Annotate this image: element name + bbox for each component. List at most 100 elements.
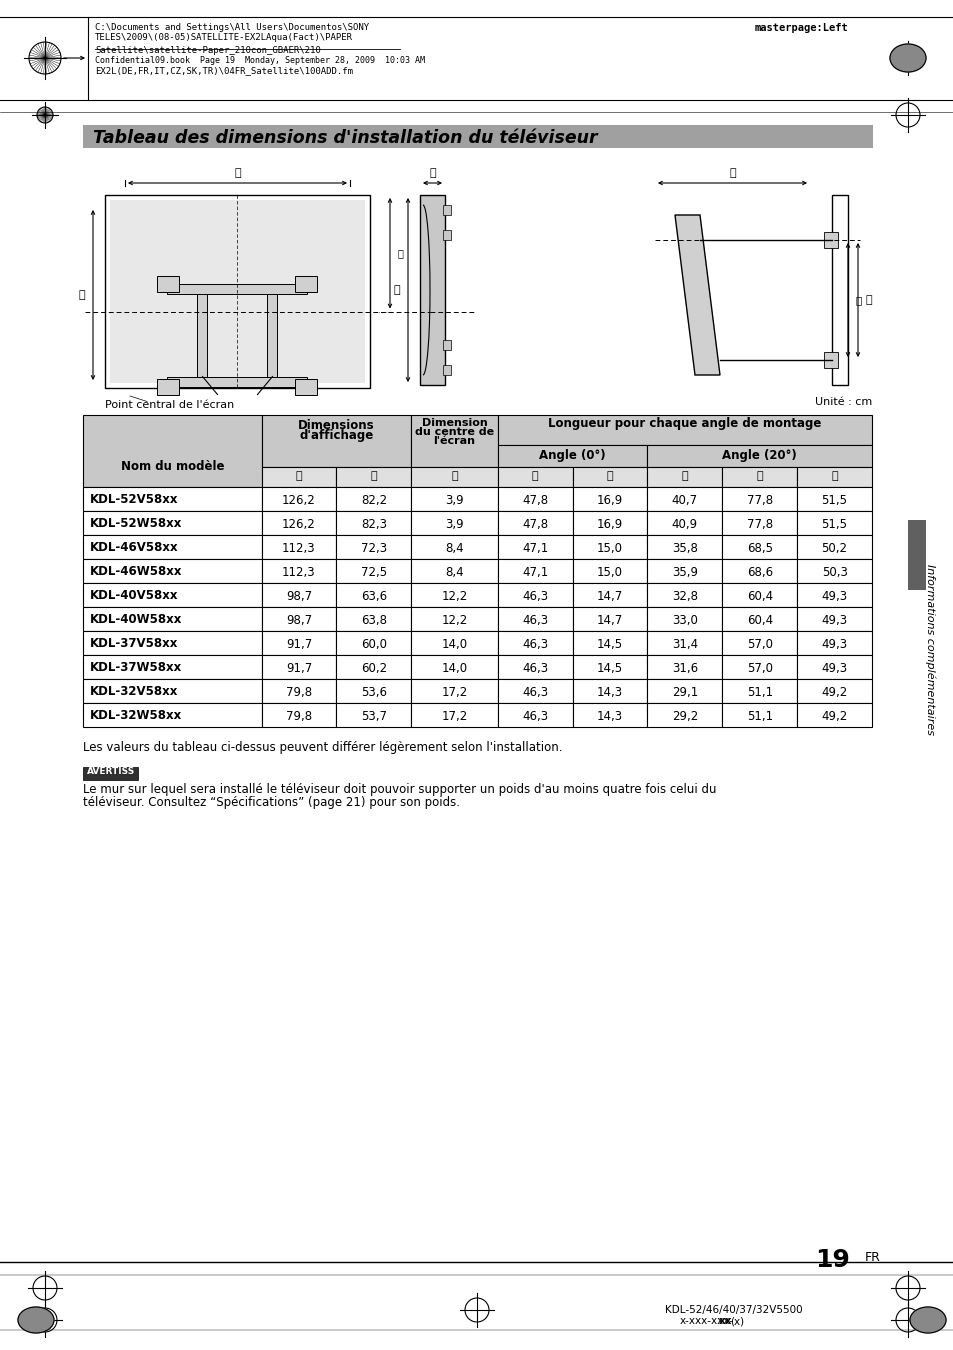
Bar <box>647 608 721 630</box>
Bar <box>497 512 572 535</box>
Bar <box>647 487 721 512</box>
Bar <box>721 512 797 535</box>
Bar <box>336 703 411 728</box>
Text: 46,3: 46,3 <box>521 662 548 675</box>
Text: EX2L(DE,FR,IT,CZ,SK,TR)\04FR_Satellite\100ADD.fm: EX2L(DE,FR,IT,CZ,SK,TR)\04FR_Satellite\1… <box>95 66 353 76</box>
Bar <box>411 630 497 655</box>
Text: 47,8: 47,8 <box>521 494 548 508</box>
Text: 46,3: 46,3 <box>521 590 548 603</box>
Bar <box>907 520 925 590</box>
Bar <box>572 487 647 512</box>
Bar <box>261 414 411 467</box>
Bar <box>336 655 411 679</box>
Bar <box>336 608 411 630</box>
Text: téléviseur. Consultez “Spécifications” (page 21) pour son poids.: téléviseur. Consultez “Spécifications” (… <box>83 796 459 809</box>
Bar <box>797 487 871 512</box>
Text: Ⓒ: Ⓒ <box>451 471 457 481</box>
Text: Ⓕ: Ⓕ <box>728 167 735 178</box>
Text: 29,2: 29,2 <box>671 710 698 724</box>
Text: Ⓐ: Ⓐ <box>295 471 302 481</box>
Bar <box>83 679 261 703</box>
Text: du centre de: du centre de <box>415 427 494 437</box>
Text: 72,5: 72,5 <box>360 566 387 579</box>
Text: 49,3: 49,3 <box>821 639 846 651</box>
Bar <box>411 414 497 467</box>
Bar <box>295 275 317 292</box>
Text: xx: xx <box>718 1316 731 1326</box>
Text: 60,4: 60,4 <box>746 614 772 626</box>
Text: 60,0: 60,0 <box>360 639 386 651</box>
Text: 40,7: 40,7 <box>671 494 698 508</box>
Bar <box>261 703 336 728</box>
Bar <box>105 194 370 387</box>
Text: 14,0: 14,0 <box>441 639 467 651</box>
Bar <box>647 512 721 535</box>
Bar <box>336 467 411 487</box>
Text: 53,6: 53,6 <box>360 686 386 699</box>
Bar <box>83 512 261 535</box>
Text: ⓔ: ⓔ <box>606 471 613 481</box>
Bar <box>261 630 336 655</box>
Text: Angle (20°): Angle (20°) <box>721 450 797 462</box>
Text: 98,7: 98,7 <box>286 590 312 603</box>
Bar <box>647 655 721 679</box>
Text: 29,1: 29,1 <box>671 686 698 699</box>
Text: masterpage:Left: masterpage:Left <box>754 23 848 32</box>
Text: 60,4: 60,4 <box>746 590 772 603</box>
Bar <box>267 293 277 377</box>
Text: Ⓖ: Ⓖ <box>756 471 762 481</box>
Text: Dimensions: Dimensions <box>297 418 375 432</box>
Bar <box>83 126 872 148</box>
Text: Ⓑ: Ⓑ <box>370 471 376 481</box>
Text: 32,8: 32,8 <box>671 590 697 603</box>
Bar <box>336 583 411 608</box>
Text: 46,3: 46,3 <box>521 614 548 626</box>
Bar <box>261 487 336 512</box>
Bar <box>261 655 336 679</box>
Bar <box>647 679 721 703</box>
Bar <box>797 679 871 703</box>
Text: 31,6: 31,6 <box>671 662 698 675</box>
Bar <box>419 194 444 385</box>
Bar <box>721 559 797 583</box>
Bar <box>497 414 871 446</box>
Bar <box>797 583 871 608</box>
Text: Dimension: Dimension <box>421 418 487 428</box>
Bar <box>797 512 871 535</box>
Bar <box>336 512 411 535</box>
Ellipse shape <box>18 1307 54 1332</box>
Bar <box>157 378 179 394</box>
Bar <box>83 535 261 559</box>
Bar <box>411 467 497 487</box>
Bar <box>261 535 336 559</box>
Text: KDL-52/46/40/37/32V5500: KDL-52/46/40/37/32V5500 <box>664 1305 801 1315</box>
Text: 53,7: 53,7 <box>360 710 386 724</box>
Text: C:\Documents and Settings\All Users\Documentos\SONY: C:\Documents and Settings\All Users\Docu… <box>95 23 369 32</box>
Text: 14,3: 14,3 <box>597 686 622 699</box>
Text: (x): (x) <box>730 1316 744 1326</box>
Text: 49,2: 49,2 <box>821 710 847 724</box>
Bar <box>797 535 871 559</box>
Bar <box>497 679 572 703</box>
Bar <box>572 512 647 535</box>
Text: 16,9: 16,9 <box>597 494 622 508</box>
Text: Ⓗ: Ⓗ <box>855 296 862 305</box>
Bar <box>497 630 572 655</box>
Text: 68,5: 68,5 <box>746 541 772 555</box>
Text: 46,3: 46,3 <box>521 686 548 699</box>
Text: 12,2: 12,2 <box>441 590 467 603</box>
Text: 51,5: 51,5 <box>821 494 846 508</box>
Bar <box>797 467 871 487</box>
Text: 126,2: 126,2 <box>282 518 315 531</box>
Bar <box>797 703 871 728</box>
Bar <box>497 583 572 608</box>
Text: 57,0: 57,0 <box>746 662 772 675</box>
Bar <box>572 630 647 655</box>
Text: 35,8: 35,8 <box>671 541 697 555</box>
Bar <box>721 535 797 559</box>
Text: 16,9: 16,9 <box>597 518 622 531</box>
Bar <box>336 487 411 512</box>
Text: 112,3: 112,3 <box>282 541 315 555</box>
Text: KDL-40W58xx: KDL-40W58xx <box>90 613 182 626</box>
Bar <box>411 559 497 583</box>
